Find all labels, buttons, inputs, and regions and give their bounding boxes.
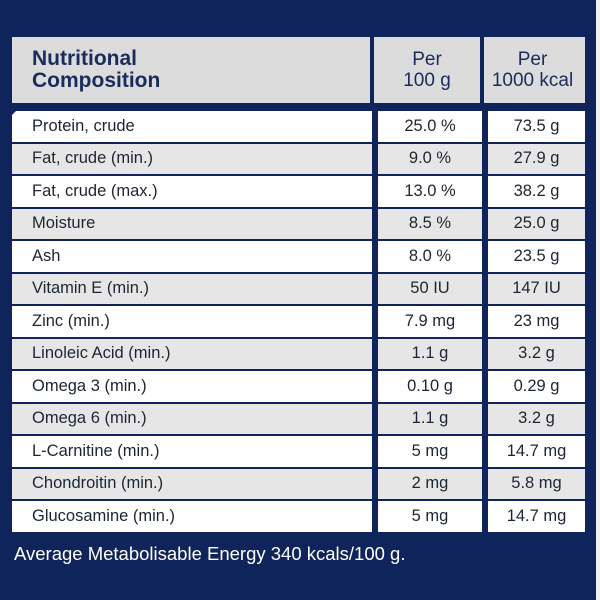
nutrient-name: Ash [12,241,372,272]
table-row: L-Carnitine (min.) 5 mg 14.7 mg [12,436,585,467]
nutrient-name: Omega 3 (min.) [12,371,372,402]
column-divider [370,37,374,103]
energy-footnote: Average Metabolisable Energy 340 kcals/1… [14,543,406,564]
value-per-1000kcal: 38.2 g [488,176,585,207]
value-per-100g: 1.1 g [378,403,482,434]
column-divider [372,436,378,467]
nutrient-name: Omega 6 (min.) [12,403,372,434]
table-row: Fat, crude (min.) 9.0 % 27.9 g [12,143,585,174]
value-per-1000kcal: 27.9 g [488,143,585,174]
header-per1000-line1: Per [517,49,548,70]
column-divider [372,241,378,272]
header-nutrient-line2: Composition [32,69,161,92]
column-divider [482,403,488,434]
column-divider [482,436,488,467]
right-edge [596,0,600,600]
value-per-100g: 2 mg [378,468,482,499]
column-divider [482,241,488,272]
value-per-1000kcal: 73.5 g [488,111,585,142]
value-per-1000kcal: 0.29 g [488,371,585,402]
column-divider [372,111,378,142]
column-divider [372,468,378,499]
value-per-100g: 1.1 g [378,338,482,369]
column-divider [372,273,378,304]
table-row: Moisture 8.5 % 25.0 g [12,208,585,239]
value-per-100g: 7.9 mg [378,306,482,337]
table-row: Linoleic Acid (min.) 1.1 g 3.2 g [12,338,585,369]
header-nutrient-line1: Nutritional [32,47,137,70]
value-per-1000kcal: 23.5 g [488,241,585,272]
column-divider [482,111,488,142]
column-divider [372,208,378,239]
nutrient-name: Vitamin E (min.) [12,273,372,304]
table-body: Protein, crude 25.0 % 73.5 g Fat, crude (mi… [12,111,585,532]
value-per-1000kcal: 3.2 g [488,338,585,369]
table-row: Zinc (min.) 7.9 mg 23 mg [12,306,585,337]
nutrient-name: L-Carnitine (min.) [12,436,372,467]
value-per-1000kcal: 5.8 mg [488,468,585,499]
header-gap [12,103,585,111]
value-per-100g: 8.0 % [378,241,482,272]
nutrient-name: Fat, crude (min.) [12,143,372,174]
column-divider [482,208,488,239]
header-per-100g: Per 100 g [374,37,480,103]
column-divider [372,501,378,532]
value-per-100g: 8.5 % [378,208,482,239]
column-divider [482,371,488,402]
table-row: Fat, crude (max.) 13.0 % 38.2 g [12,176,585,207]
column-divider [372,143,378,174]
table-header: Nutritional Composition Per 100 g Per 10… [12,37,585,103]
corner-notch [12,103,24,115]
nutrient-name: Fat, crude (max.) [12,176,372,207]
table-row: Ash 8.0 % 23.5 g [12,241,585,272]
nutrient-name: Protein, crude [12,111,372,142]
column-divider [482,143,488,174]
nutrient-name: Chondroitin (min.) [12,468,372,499]
header-per100-line1: Per [412,49,442,70]
column-divider [482,306,488,337]
column-divider [372,371,378,402]
header-per-1000kcal: Per 1000 kcal [484,37,581,103]
table-row: Omega 3 (min.) 0.10 g 0.29 g [12,371,585,402]
table-row: Chondroitin (min.) 2 mg 5.8 mg [12,468,585,499]
value-per-100g: 9.0 % [378,143,482,174]
header-per1000-line2: 1000 kcal [491,70,574,91]
value-per-100g: 50 IU [378,273,482,304]
value-per-1000kcal: 3.2 g [488,403,585,434]
value-per-100g: 5 mg [378,436,482,467]
column-divider [372,176,378,207]
header-nutrient: Nutritional Composition [12,37,370,103]
value-per-1000kcal: 14.7 mg [488,501,585,532]
nutrition-table: Nutritional Composition Per 100 g Per 10… [12,37,585,534]
column-divider [482,338,488,369]
table-row: Glucosamine (min.) 5 mg 14.7 mg [12,501,585,532]
nutrient-name: Moisture [12,208,372,239]
column-divider [372,306,378,337]
column-divider [482,501,488,532]
column-divider [482,176,488,207]
value-per-100g: 5 mg [378,501,482,532]
value-per-1000kcal: 147 IU [488,273,585,304]
column-divider [480,37,484,103]
column-divider [372,338,378,369]
table-row: Vitamin E (min.) 50 IU 147 IU [12,273,585,304]
value-per-1000kcal: 25.0 g [488,208,585,239]
table-row: Protein, crude 25.0 % 73.5 g [12,111,585,142]
column-divider [482,468,488,499]
value-per-100g: 0.10 g [378,371,482,402]
nutrient-name: Glucosamine (min.) [12,501,372,532]
table-row: Omega 6 (min.) 1.1 g 3.2 g [12,403,585,434]
column-divider [482,273,488,304]
value-per-100g: 13.0 % [378,176,482,207]
value-per-1000kcal: 14.7 mg [488,436,585,467]
nutrient-name: Linoleic Acid (min.) [12,338,372,369]
value-per-100g: 25.0 % [378,111,482,142]
value-per-1000kcal: 23 mg [488,306,585,337]
column-divider [372,403,378,434]
header-per100-line2: 100 g [403,70,451,91]
nutrient-name: Zinc (min.) [12,306,372,337]
